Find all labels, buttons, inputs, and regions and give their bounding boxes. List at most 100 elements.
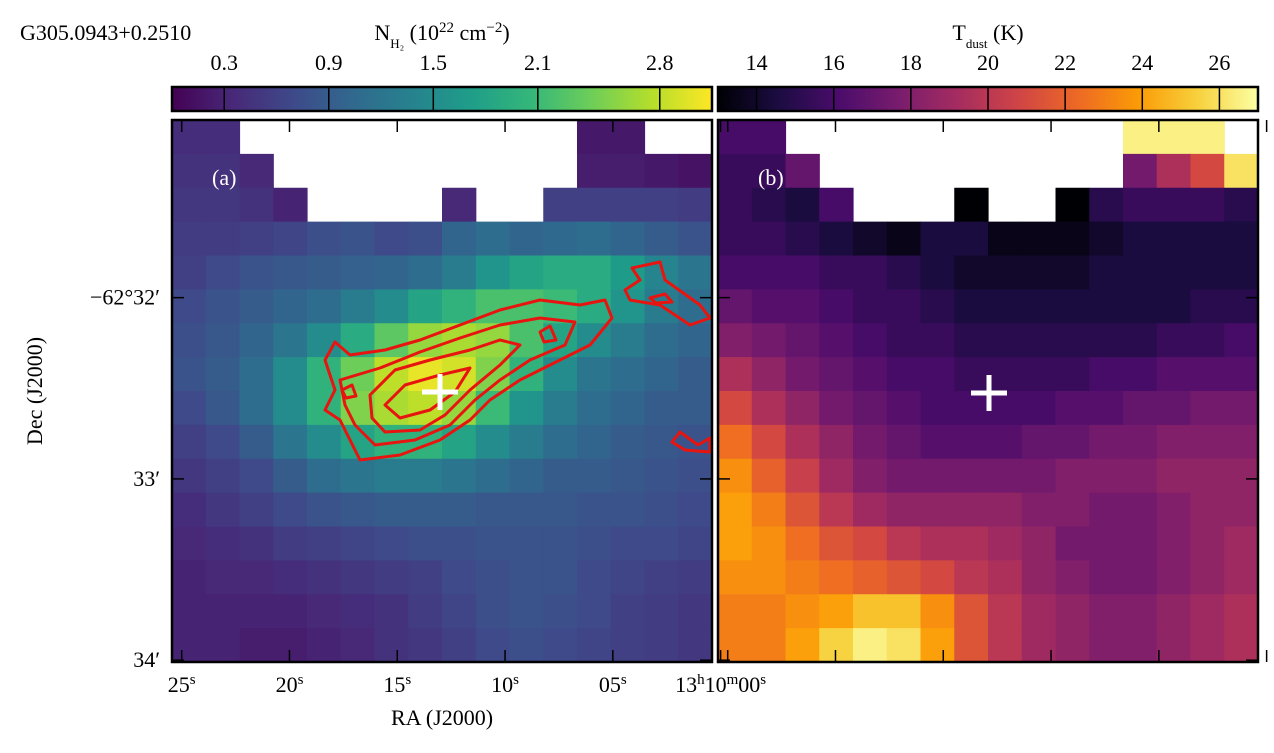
cell (886, 594, 922, 629)
cell (751, 458, 787, 494)
cell (751, 526, 787, 561)
cell (374, 526, 409, 561)
cell (1156, 255, 1192, 290)
x-tick-label-part: 05 (599, 672, 621, 697)
cell (1190, 187, 1225, 223)
cell (1224, 221, 1259, 257)
cell (1123, 492, 1158, 528)
cell (1190, 628, 1225, 663)
x-tick-label-part: s (621, 672, 627, 688)
cell (678, 594, 713, 629)
cell (172, 289, 207, 324)
cell (1021, 221, 1057, 257)
cell (1123, 153, 1158, 189)
cell (1055, 458, 1090, 494)
cell (509, 391, 544, 426)
cell (273, 187, 308, 223)
cell (610, 526, 646, 561)
cell (543, 526, 578, 561)
cell (920, 492, 955, 528)
cell (205, 357, 241, 392)
cell (577, 424, 612, 460)
cell (610, 323, 646, 358)
cell (408, 458, 443, 494)
x-axis-label: RA (J2000) (391, 705, 493, 730)
cell (751, 153, 787, 189)
cell (577, 391, 612, 426)
cell (475, 458, 511, 494)
cell (1021, 289, 1057, 324)
colorbar-label-part: −2 (486, 20, 502, 36)
cell (785, 628, 820, 663)
colorbar-tick-label: 18 (900, 50, 922, 75)
cell (577, 594, 612, 629)
x-tick-label: 25s (168, 672, 196, 697)
cell (819, 628, 854, 663)
cell (172, 323, 207, 358)
cell (442, 492, 477, 528)
colorbar-label: NH₂ (1022 cm−2) (374, 20, 509, 51)
cell (886, 357, 922, 392)
cell (610, 594, 646, 629)
x-tick-label: 15s (383, 672, 411, 697)
cell (1190, 221, 1225, 257)
cell (205, 221, 241, 257)
cell (678, 153, 713, 189)
colorbar-label-part: N (374, 20, 390, 45)
panel-frame (170, 118, 714, 664)
cell (408, 221, 443, 257)
cell (1123, 221, 1158, 257)
cell (718, 289, 753, 324)
cell (1021, 560, 1057, 595)
cell (920, 221, 955, 257)
cell (340, 289, 376, 324)
cell (819, 424, 854, 460)
cell (718, 594, 753, 629)
cell (1224, 628, 1259, 663)
cell (988, 391, 1023, 426)
cell (853, 594, 888, 629)
cell (475, 255, 511, 290)
cell (1190, 120, 1225, 155)
cell (273, 424, 308, 460)
cell (988, 424, 1023, 460)
cell (172, 153, 207, 189)
cell (442, 628, 477, 663)
cell (307, 221, 342, 257)
panel-frame (716, 118, 1260, 664)
cell (1224, 424, 1259, 460)
cell (1224, 153, 1259, 189)
cell (1156, 323, 1192, 358)
cell (374, 560, 409, 595)
cell (954, 526, 989, 561)
cell (954, 187, 989, 223)
cell (475, 492, 511, 528)
contours (323, 260, 712, 462)
cell (644, 221, 679, 257)
cell (785, 323, 820, 358)
cell (954, 391, 989, 426)
cell (543, 424, 578, 460)
colorbar-tick-label: 0.9 (315, 50, 343, 75)
cell (886, 391, 922, 426)
cell (577, 221, 612, 257)
cell (751, 289, 787, 324)
cell (718, 526, 753, 561)
cell (853, 560, 888, 595)
cell (1123, 526, 1158, 561)
cell (1123, 357, 1158, 392)
cell (1055, 526, 1090, 561)
cell (610, 560, 646, 595)
cell (751, 391, 787, 426)
cell (239, 391, 274, 426)
contour (340, 383, 358, 400)
cell (751, 323, 787, 358)
cell (239, 357, 274, 392)
cell (205, 255, 241, 290)
cell (1089, 323, 1124, 358)
cell (785, 391, 820, 426)
cell (442, 458, 477, 494)
cell (408, 526, 443, 561)
cell (718, 357, 753, 392)
